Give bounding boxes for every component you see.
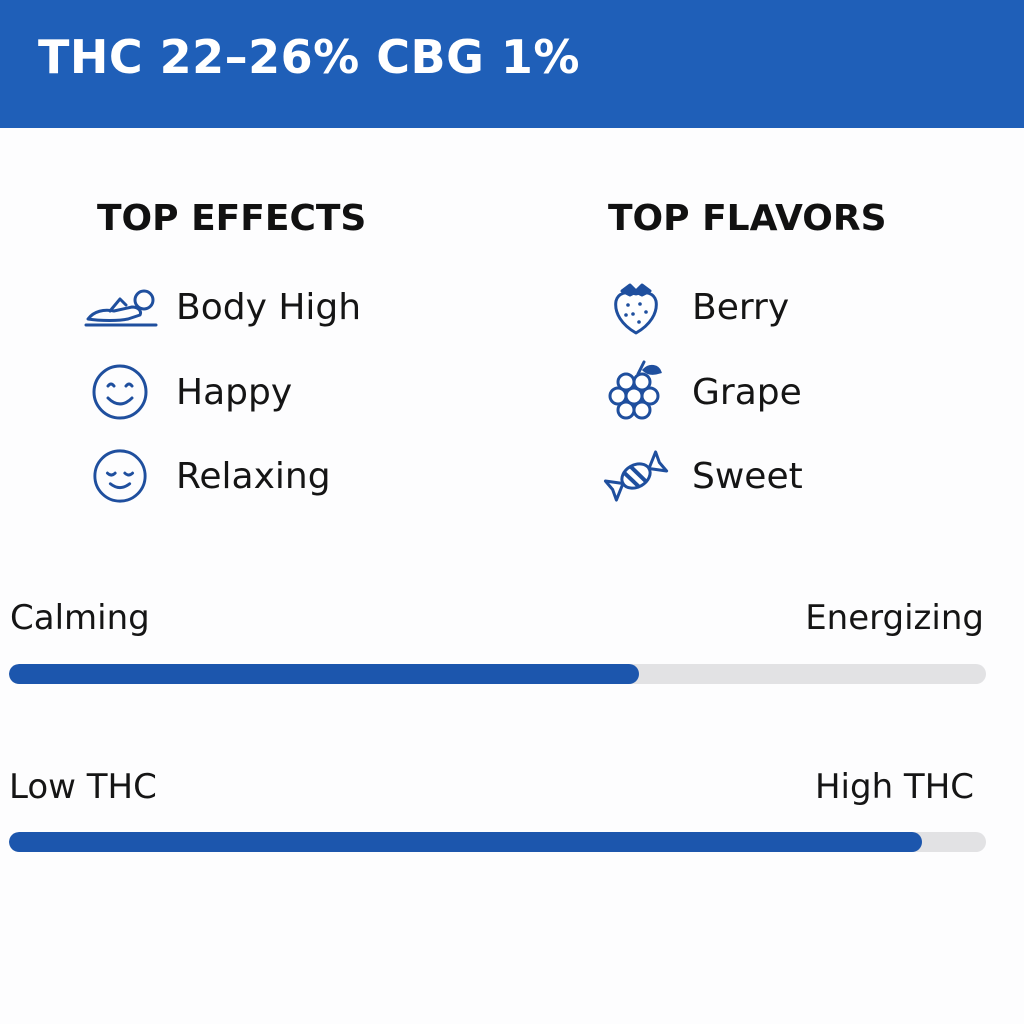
energy-level-fill	[9, 664, 640, 684]
strawberry-icon	[596, 277, 676, 337]
smiley-face-icon	[80, 362, 160, 422]
flavor-item-grape: Grape	[596, 360, 802, 422]
relaxed-face-icon	[80, 446, 160, 506]
low-thc-label: Low THC	[9, 767, 157, 807]
thc-level-track	[9, 832, 986, 852]
flavor-label: Grape	[692, 371, 802, 413]
reclining-person-icon	[80, 277, 160, 337]
effect-label: Relaxing	[176, 455, 331, 497]
effect-item-happy: Happy	[80, 362, 292, 422]
thc-level-fill	[9, 832, 923, 852]
cannabinoid-title: THC 22–26% CBG 1%	[38, 30, 580, 84]
energizing-label: Energizing	[805, 598, 984, 638]
high-thc-label: High THC	[814, 767, 974, 807]
candy-icon	[596, 446, 676, 506]
flavors-heading: TOP FLAVORS	[608, 198, 887, 239]
header-bar: THC 22–26% CBG 1%	[0, 0, 1024, 128]
calming-label: Calming	[10, 598, 150, 638]
grape-icon	[596, 360, 676, 422]
flavor-label: Sweet	[692, 455, 803, 497]
effect-label: Body High	[176, 286, 362, 328]
flavor-item-sweet: Sweet	[596, 446, 803, 506]
effect-item-body-high: Body High	[80, 277, 361, 337]
effect-label: Happy	[176, 371, 293, 413]
flavor-label: Berry	[692, 286, 790, 328]
flavor-item-berry: Berry	[596, 277, 789, 337]
effect-item-relaxing: Relaxing	[80, 446, 331, 506]
effects-heading: TOP EFFECTS	[97, 198, 367, 239]
energy-level-track	[9, 664, 986, 684]
